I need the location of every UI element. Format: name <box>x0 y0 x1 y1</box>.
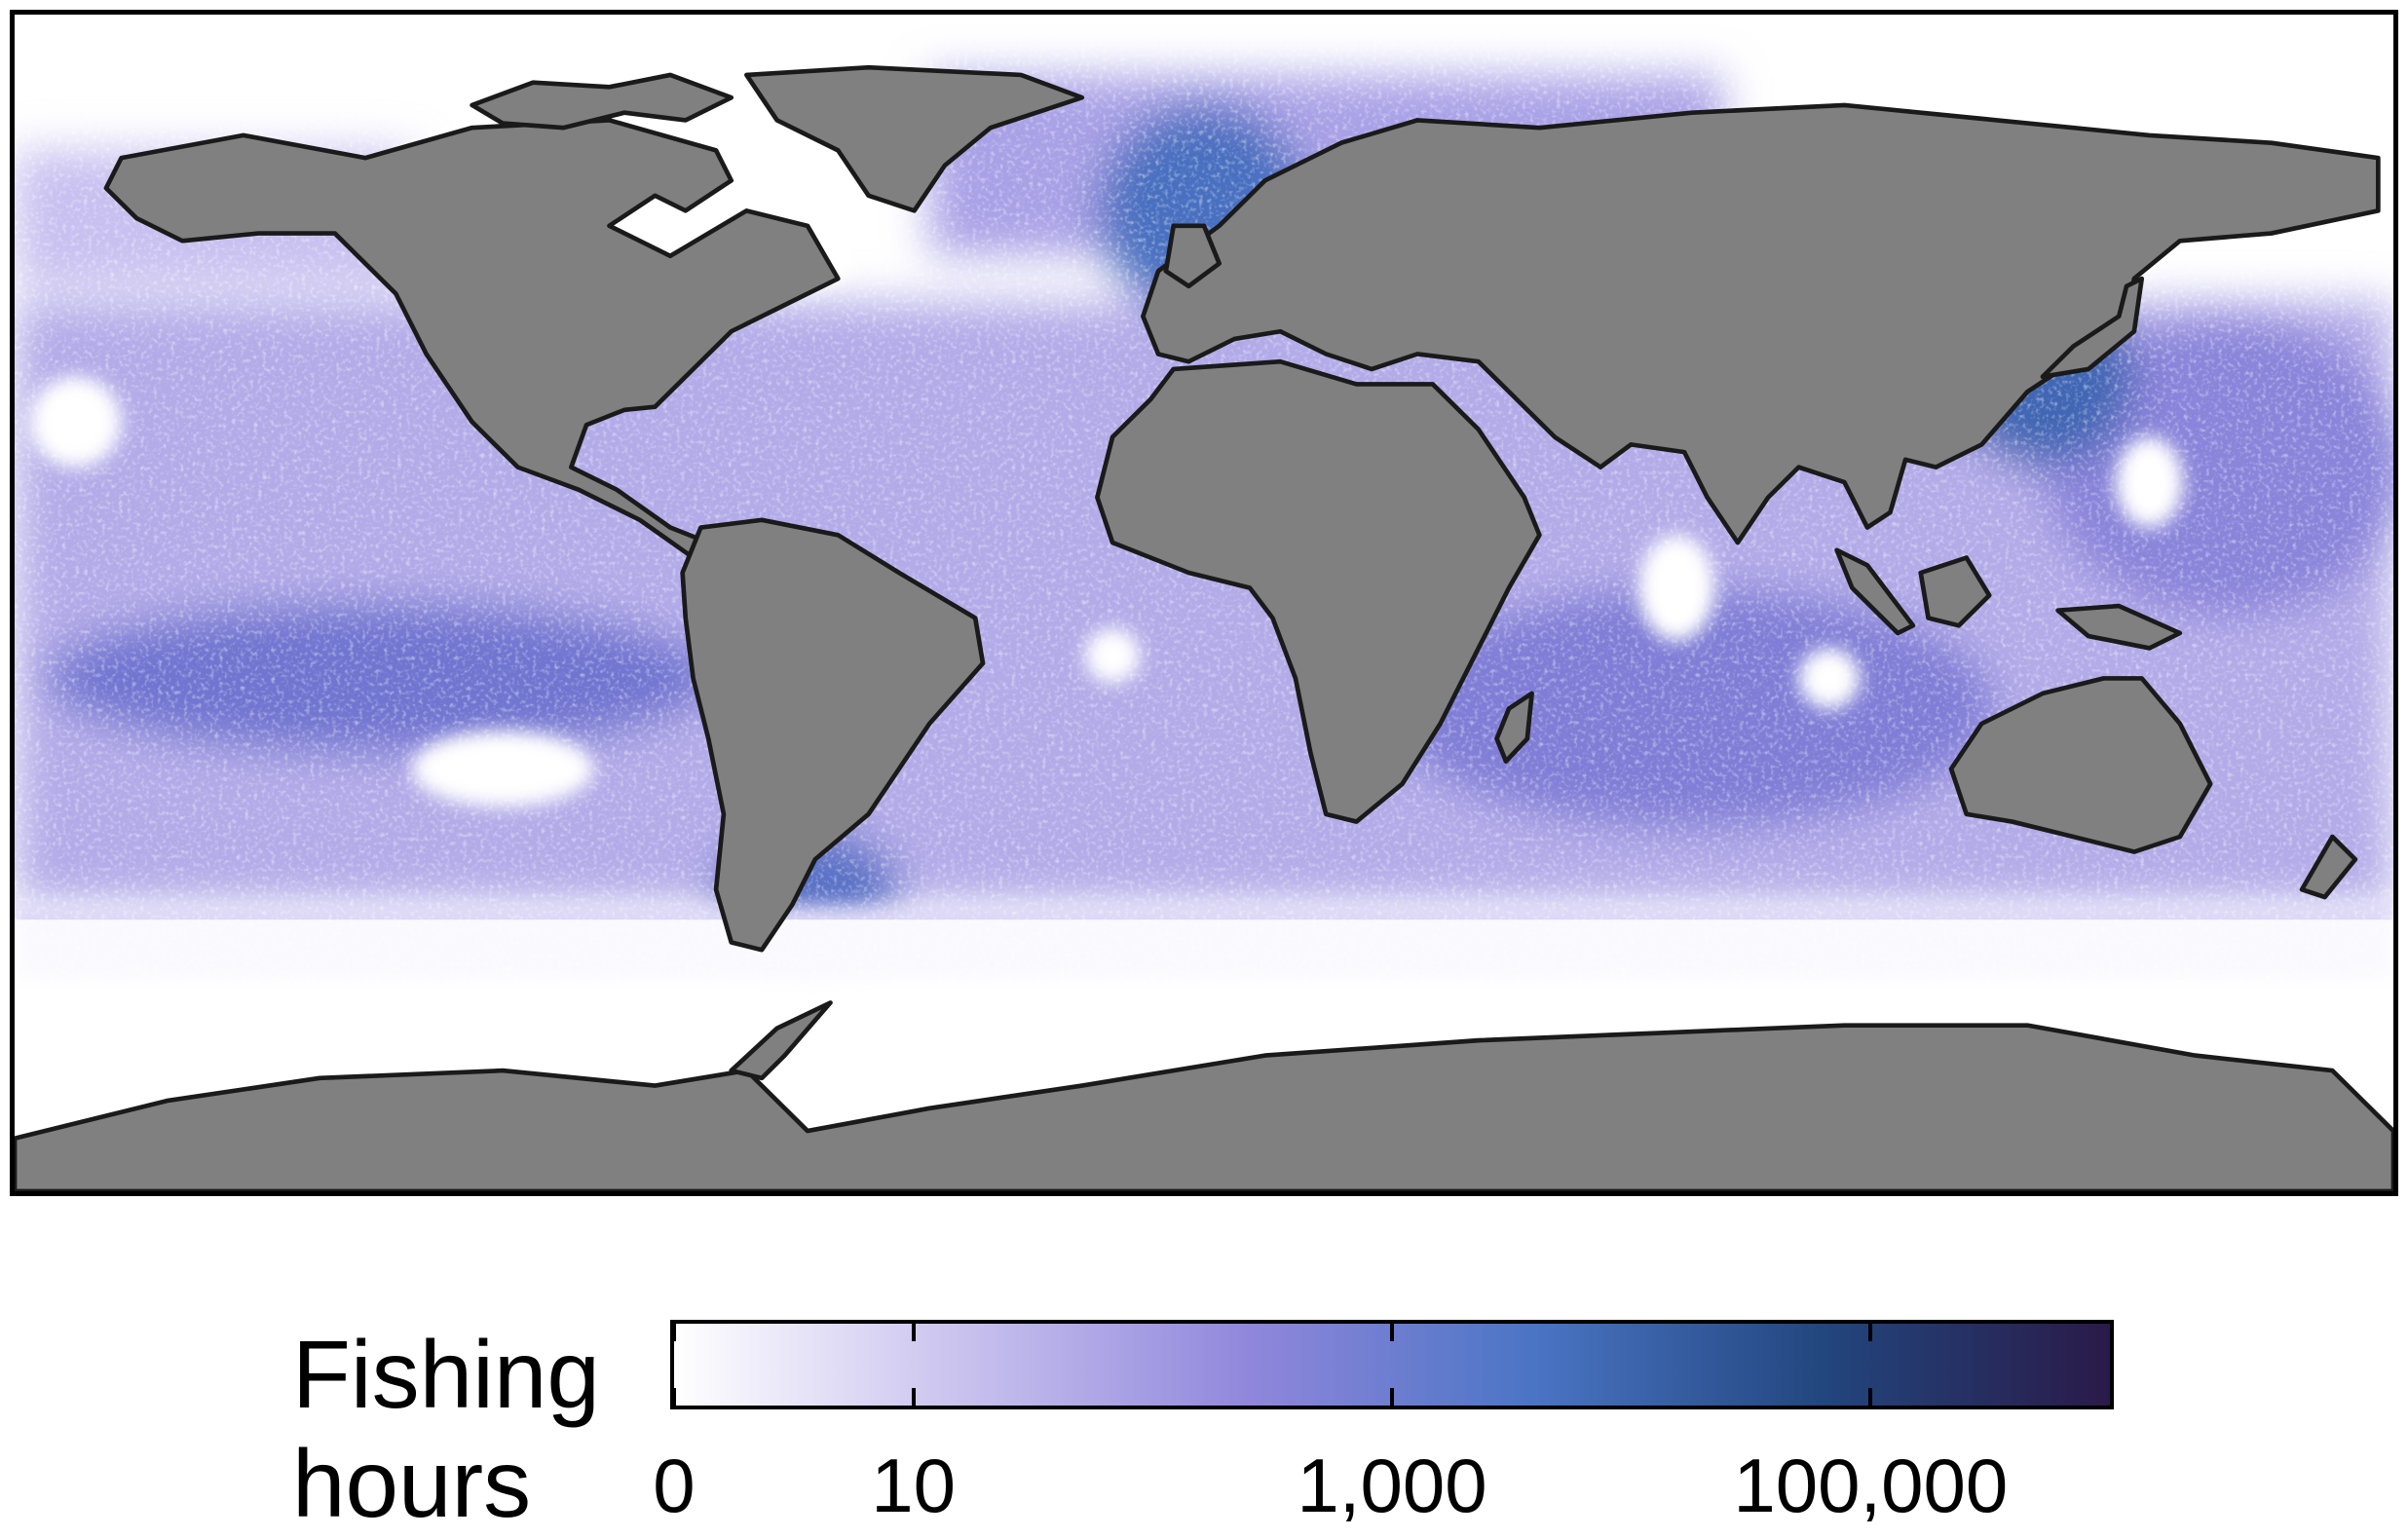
world-map-svg <box>15 15 2393 1191</box>
borneo <box>1918 555 1992 628</box>
colorbar-tick-bottom-3 <box>1868 1388 1873 1406</box>
north-america <box>103 118 841 560</box>
colorbar-label-2: 1,000 <box>1297 1443 1487 1528</box>
antarctic-peninsula <box>729 1000 833 1081</box>
legend-title-line2: hours <box>292 1430 532 1537</box>
arctic-islands <box>470 72 734 131</box>
new-guinea <box>2055 603 2183 651</box>
colorbar-tick-3 <box>1868 1324 1873 1341</box>
madagascar <box>1494 691 1534 764</box>
south-america <box>680 517 986 953</box>
colorbar-tick-0 <box>672 1324 676 1341</box>
greenland <box>744 64 1085 213</box>
legend-title: Fishing hours <box>292 1320 600 1538</box>
uk <box>1163 223 1223 289</box>
legend-title-line1: Fishing <box>292 1321 600 1428</box>
colorbar-tick-1 <box>911 1324 916 1341</box>
colorbar-label-0: 0 <box>653 1443 696 1528</box>
europe-asia <box>1141 102 2381 545</box>
land-layer <box>15 64 2393 1191</box>
fishing-map <box>10 10 2398 1196</box>
colorbar-tick-2 <box>1390 1324 1394 1341</box>
africa <box>1095 358 1542 824</box>
colorbar-label-3: 100,000 <box>1733 1443 2009 1528</box>
japan <box>2040 276 2145 380</box>
sumatra <box>1834 547 1916 636</box>
colorbar-tick-bottom-1 <box>911 1388 916 1406</box>
antarctica <box>15 1023 2393 1191</box>
colorbar-tick-bottom-2 <box>1390 1388 1394 1406</box>
colorbar-label-1: 10 <box>871 1443 957 1528</box>
australia <box>1948 676 2213 854</box>
colorbar-tick-bottom-0 <box>672 1388 676 1406</box>
new-zealand <box>2299 834 2358 900</box>
